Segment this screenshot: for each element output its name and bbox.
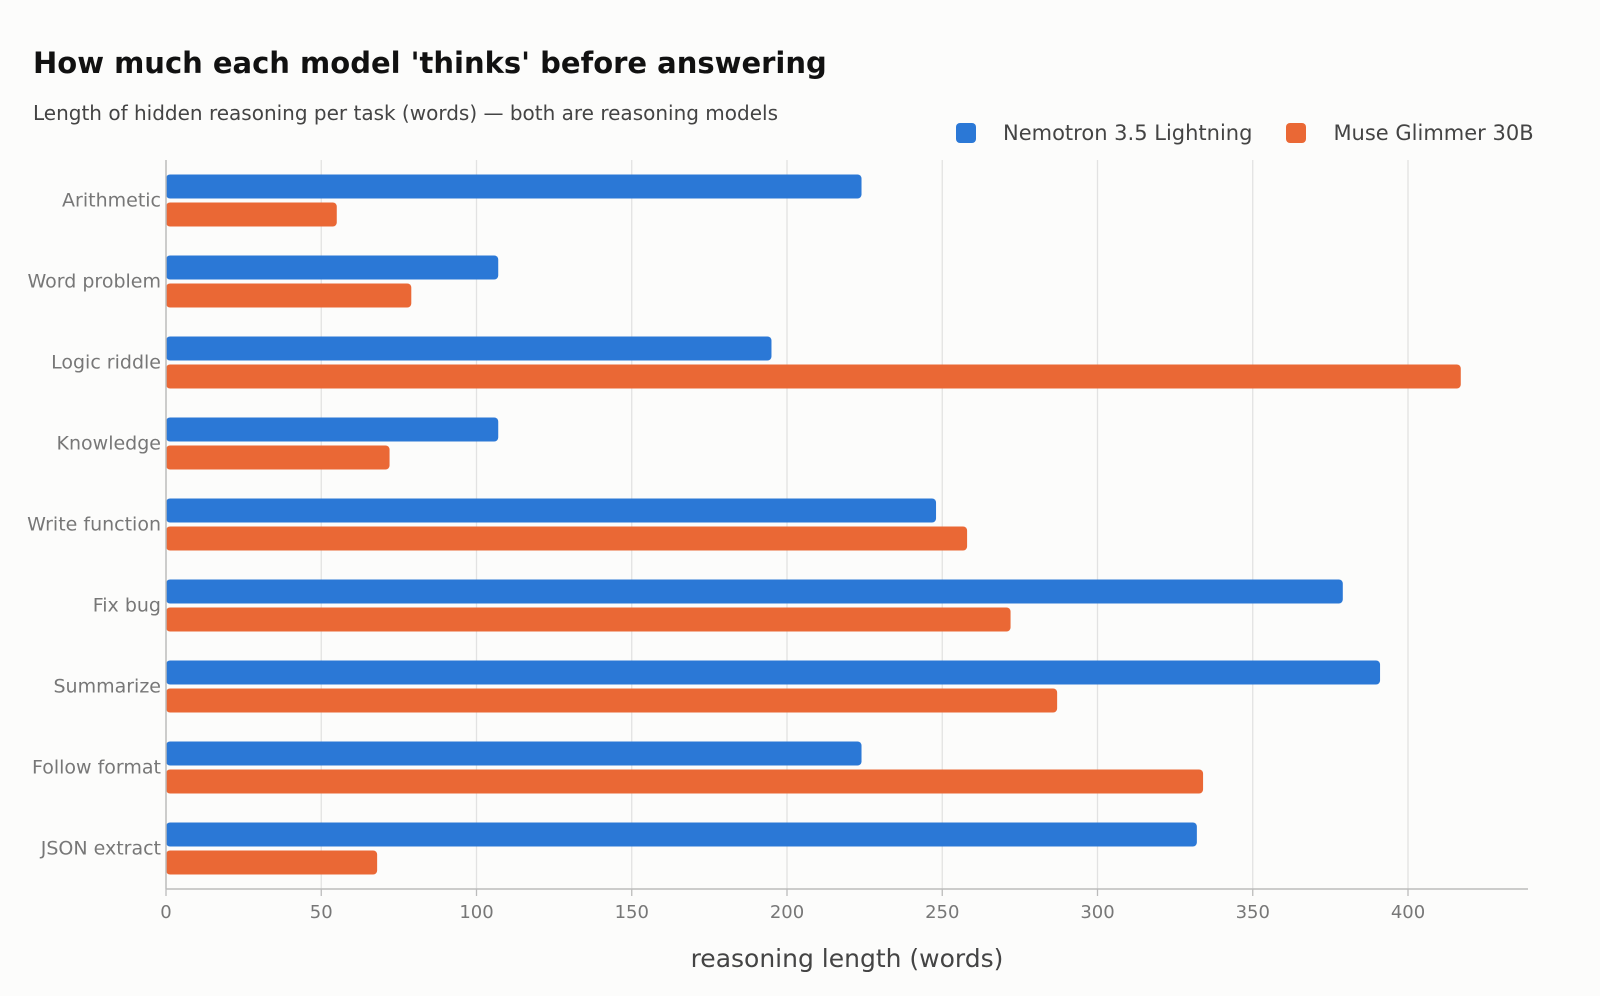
- bar-muse-arithmetic[interactable]: [166, 202, 337, 227]
- category-label-knowledge: Knowledge: [57, 433, 161, 455]
- category-label-summarize: Summarize: [53, 676, 161, 698]
- chart-subtitle: Length of hidden reasoning per task (wor…: [33, 101, 778, 125]
- bar-nemotron-fix-bug[interactable]: [166, 579, 1343, 604]
- category-label-fix-bug: Fix bug: [93, 595, 161, 617]
- grid-lines: [320, 160, 1409, 889]
- bar-nemotron-knowledge[interactable]: [166, 417, 499, 442]
- legend: Nemotron 3.5 Lightning Muse Glimmer 30B: [956, 121, 1568, 145]
- bar-muse-summarize[interactable]: [166, 688, 1058, 713]
- bar-muse-logic-riddle[interactable]: [166, 364, 1461, 389]
- legend-label-nemotron: Nemotron 3.5 Lightning: [1003, 121, 1253, 145]
- bar-muse-write-function[interactable]: [166, 526, 968, 551]
- category-label-write-function: Write function: [27, 514, 161, 536]
- x-tick-label-400: 400: [1391, 902, 1425, 923]
- category-label-word-problem: Word problem: [28, 271, 162, 293]
- category-label-follow-format: Follow format: [32, 757, 161, 779]
- legend-swatch-muse: [1286, 123, 1307, 143]
- bar-muse-word-problem[interactable]: [166, 283, 412, 308]
- legend-swatch-nemotron: [956, 123, 976, 143]
- bar-muse-follow-format[interactable]: [166, 769, 1204, 794]
- bar-nemotron-logic-riddle[interactable]: [166, 336, 772, 361]
- x-tick-label-350: 350: [1236, 902, 1270, 923]
- bar-muse-json-extract[interactable]: [166, 850, 378, 875]
- chart-title: How much each model 'thinks' before answ…: [33, 46, 827, 80]
- legend-label-muse: Muse Glimmer 30B: [1333, 121, 1534, 145]
- bar-muse-fix-bug[interactable]: [166, 607, 1011, 632]
- x-tick-label-200: 200: [770, 902, 804, 923]
- bar-nemotron-summarize[interactable]: [166, 660, 1381, 685]
- category-label-json-extract: JSON extract: [40, 838, 161, 860]
- bars: [166, 174, 1461, 875]
- category-label-logic-riddle: Logic riddle: [51, 352, 161, 374]
- x-tick-label-150: 150: [615, 902, 649, 923]
- x-tick-label-100: 100: [459, 902, 493, 923]
- legend-item-nemotron[interactable]: Nemotron 3.5 Lightning: [956, 121, 1252, 145]
- x-tick-label-250: 250: [925, 902, 959, 923]
- bar-nemotron-arithmetic[interactable]: [166, 174, 862, 199]
- x-tick-label-0: 0: [160, 902, 171, 923]
- legend-item-muse[interactable]: Muse Glimmer 30B: [1286, 121, 1534, 145]
- x-tick-label-50: 50: [310, 902, 333, 923]
- bar-nemotron-json-extract[interactable]: [166, 822, 1197, 847]
- category-label-arithmetic: Arithmetic: [62, 190, 161, 212]
- bar-nemotron-write-function[interactable]: [166, 498, 937, 523]
- x-axis-title: reasoning length (words): [691, 944, 1004, 973]
- bar-nemotron-word-problem[interactable]: [166, 255, 499, 280]
- bar-nemotron-follow-format[interactable]: [166, 741, 862, 766]
- axes: 0 50 100 150 200 250 300 350 400 Arithmetic Word p…: [27, 160, 1528, 923]
- bar-muse-knowledge[interactable]: [166, 445, 390, 470]
- x-tick-label-300: 300: [1080, 902, 1114, 923]
